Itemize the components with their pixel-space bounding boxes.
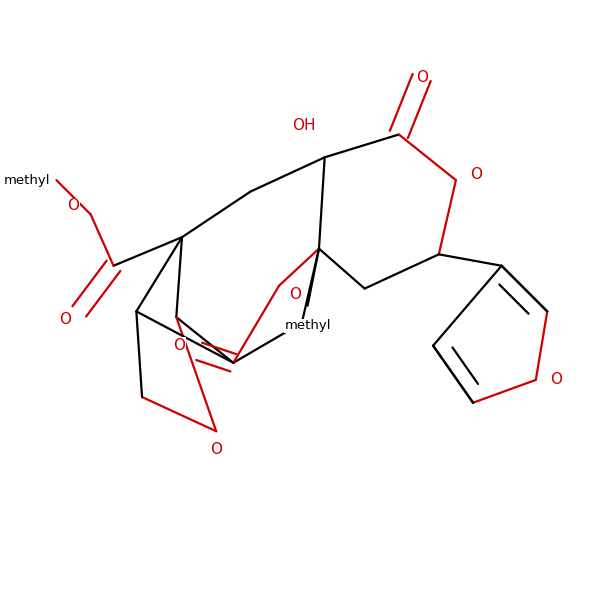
Text: O: O [59, 313, 71, 328]
Text: methyl: methyl [284, 319, 331, 332]
Text: O: O [68, 199, 80, 214]
Text: O: O [416, 70, 428, 85]
Text: methyl: methyl [4, 173, 51, 187]
Text: OH: OH [293, 118, 316, 133]
Text: O: O [470, 167, 482, 182]
Text: O: O [210, 442, 222, 457]
Text: O: O [550, 373, 562, 388]
Text: O: O [173, 338, 185, 353]
Text: O: O [289, 287, 301, 302]
